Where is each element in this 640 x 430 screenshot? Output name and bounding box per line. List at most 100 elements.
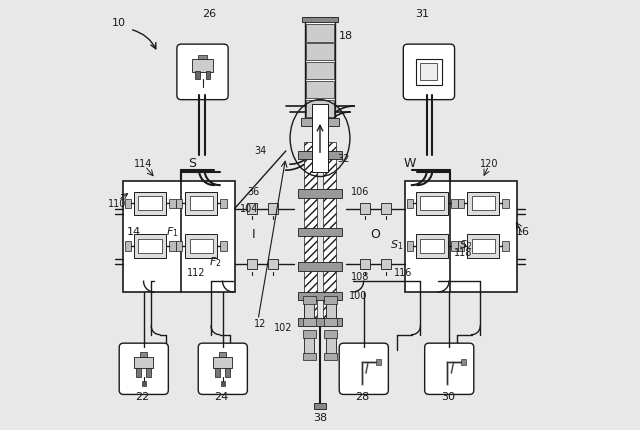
Text: 12: 12 [254,319,266,329]
Text: 108: 108 [351,272,370,282]
Bar [304,142,317,322]
Bar [307,62,333,79]
Bar [176,199,182,208]
Bar [312,104,328,172]
Bar [195,71,200,79]
Bar [268,259,278,269]
Bar [298,317,342,326]
Bar [125,241,131,251]
Bar [472,239,495,253]
Bar [416,234,448,258]
Bar [376,359,381,365]
Bar [458,241,465,251]
Text: 102: 102 [275,323,293,333]
Text: 36: 36 [248,187,260,197]
Bar [406,181,516,292]
FancyBboxPatch shape [177,44,228,100]
Bar [307,25,333,42]
Text: 110: 110 [108,200,126,209]
Bar [324,330,337,338]
Text: $S_1$: $S_1$ [390,238,404,252]
Bar [416,59,442,85]
Bar [134,357,153,368]
Bar [407,241,413,251]
Bar [420,63,438,80]
Bar [213,357,232,368]
Bar [303,330,316,338]
Text: 100: 100 [349,291,367,301]
Bar [298,189,342,198]
Text: 31: 31 [415,9,429,19]
Bar [326,301,336,322]
Bar [303,17,337,22]
Bar [304,335,314,356]
Bar [186,191,218,215]
Bar [307,81,333,98]
Text: $F_2$: $F_2$ [209,255,221,269]
Bar [169,241,175,251]
Text: 24: 24 [214,392,229,402]
Text: 34: 34 [254,146,266,156]
Bar [324,296,337,304]
Text: O: O [371,228,380,241]
Bar [215,368,220,378]
Bar [124,181,234,292]
FancyBboxPatch shape [339,343,388,394]
Bar [134,191,166,215]
Bar [420,196,444,210]
Bar [298,262,342,270]
Bar [134,234,166,258]
Text: 38: 38 [313,413,327,423]
Bar [221,381,225,386]
Text: 106: 106 [351,187,370,197]
Bar [192,59,213,72]
Bar [125,199,131,208]
Bar [467,191,499,215]
Bar [140,352,147,357]
Text: 114: 114 [134,159,152,169]
Text: 16: 16 [516,227,530,237]
Bar [198,55,207,59]
Bar [220,241,227,251]
Bar [502,199,509,208]
Text: 10: 10 [112,18,126,28]
Bar [326,335,336,356]
Bar [136,368,141,378]
Bar [303,296,316,304]
Bar [324,318,337,326]
Text: 28: 28 [356,392,370,402]
Bar [323,142,336,322]
Bar [314,403,326,409]
Bar [416,191,448,215]
Text: 22: 22 [136,392,150,402]
Text: 26: 26 [202,9,216,19]
Bar [298,228,342,236]
Bar [189,239,213,253]
Bar [303,318,316,326]
FancyBboxPatch shape [403,44,454,100]
Text: 116: 116 [394,267,413,278]
Bar [451,241,458,251]
Bar [176,241,182,251]
Text: 112: 112 [187,267,205,278]
Text: 104: 104 [241,203,259,214]
Bar [472,196,495,210]
Bar [301,118,339,126]
Bar [189,196,213,210]
Bar [307,43,333,60]
Bar [298,292,342,301]
Bar [220,352,226,357]
Text: 118: 118 [454,249,472,258]
Text: S: S [188,157,196,170]
Bar [324,353,337,360]
Bar [246,259,257,269]
Bar [147,368,152,378]
Bar [169,199,175,208]
Bar [220,199,227,208]
Bar [205,71,210,79]
Bar [225,368,230,378]
Bar [305,18,335,121]
Text: I: I [252,228,255,241]
Text: $S_2$: $S_2$ [459,238,472,252]
Bar [502,241,509,251]
